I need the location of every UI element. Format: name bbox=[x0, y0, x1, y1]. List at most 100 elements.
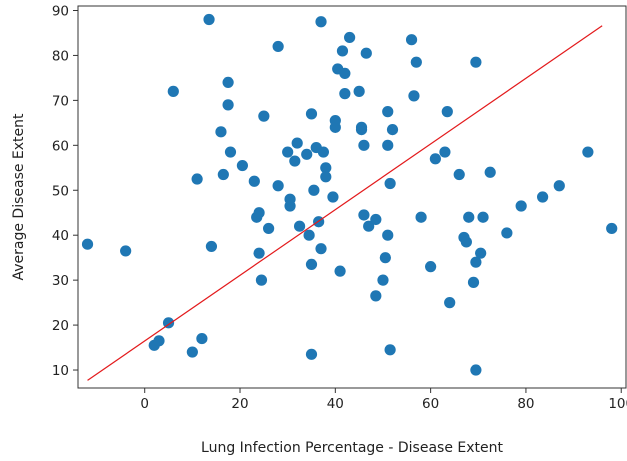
data-point bbox=[186, 346, 198, 358]
data-point bbox=[386, 123, 399, 136]
data-point bbox=[263, 222, 275, 235]
data-point bbox=[308, 184, 320, 196]
data-point bbox=[470, 256, 482, 268]
x-tick-label: 60 bbox=[422, 396, 439, 412]
data-point bbox=[582, 146, 594, 158]
y-tick-label: 50 bbox=[52, 183, 69, 199]
data-point bbox=[606, 222, 618, 235]
data-point bbox=[191, 173, 203, 185]
data-points bbox=[81, 13, 618, 376]
y-tick-label: 80 bbox=[52, 48, 69, 64]
data-point bbox=[360, 47, 372, 59]
y-axis-title: Average Disease Extent bbox=[11, 113, 27, 281]
data-point bbox=[217, 168, 229, 181]
data-point bbox=[248, 175, 260, 187]
data-point bbox=[358, 139, 370, 151]
data-point bbox=[272, 40, 284, 53]
x-axis-title: Lung Infection Percentage - Disease Exte… bbox=[201, 440, 503, 456]
data-point bbox=[272, 180, 284, 192]
data-point bbox=[370, 213, 382, 226]
data-point bbox=[382, 139, 394, 151]
data-point bbox=[477, 211, 489, 223]
y-tick-label: 60 bbox=[52, 138, 69, 154]
data-point bbox=[222, 99, 234, 111]
y-tick-label: 20 bbox=[52, 318, 69, 334]
data-point bbox=[470, 364, 482, 376]
data-point bbox=[203, 13, 215, 26]
x-tick-label: 20 bbox=[231, 396, 248, 412]
data-point bbox=[408, 90, 420, 102]
data-point bbox=[470, 56, 482, 68]
data-point bbox=[303, 229, 315, 241]
data-point bbox=[315, 16, 327, 28]
data-point bbox=[255, 274, 268, 286]
data-point bbox=[167, 85, 179, 97]
data-point bbox=[384, 177, 396, 190]
x-axis: 0 20 40 60 80 100 bbox=[140, 388, 627, 412]
data-point bbox=[379, 252, 391, 264]
data-point bbox=[153, 335, 165, 347]
data-point bbox=[317, 146, 330, 158]
data-point bbox=[320, 171, 332, 183]
data-point bbox=[355, 121, 368, 133]
data-point bbox=[370, 290, 382, 302]
data-point bbox=[301, 148, 313, 160]
data-point bbox=[291, 137, 303, 149]
data-point bbox=[224, 146, 237, 158]
data-point bbox=[415, 211, 427, 223]
data-point bbox=[429, 153, 441, 165]
data-point bbox=[484, 166, 496, 178]
data-point bbox=[282, 146, 294, 158]
data-point bbox=[81, 238, 94, 250]
data-point bbox=[253, 247, 265, 259]
data-point bbox=[162, 317, 175, 329]
data-point bbox=[222, 76, 234, 88]
data-point bbox=[515, 200, 527, 212]
data-point bbox=[444, 297, 456, 309]
data-point bbox=[339, 67, 351, 80]
data-point bbox=[377, 274, 389, 286]
data-point bbox=[339, 88, 351, 100]
data-point bbox=[293, 220, 306, 232]
data-point bbox=[410, 56, 422, 68]
data-point bbox=[382, 106, 394, 118]
data-point bbox=[289, 155, 301, 167]
x-tick-label: 80 bbox=[517, 396, 534, 412]
y-axis: 10 20 30 40 50 60 70 80 90 bbox=[52, 3, 78, 379]
data-point bbox=[439, 146, 451, 158]
data-point bbox=[215, 126, 227, 138]
y-tick-label: 90 bbox=[52, 3, 69, 19]
data-point bbox=[253, 207, 265, 219]
data-point bbox=[329, 115, 341, 127]
data-point bbox=[305, 108, 318, 120]
data-point bbox=[501, 227, 513, 239]
data-point bbox=[425, 261, 437, 273]
data-point bbox=[196, 332, 208, 345]
data-point bbox=[205, 240, 218, 253]
data-point bbox=[382, 229, 394, 241]
data-point bbox=[305, 348, 318, 360]
data-point bbox=[463, 211, 475, 223]
data-point bbox=[467, 276, 480, 288]
data-point bbox=[475, 247, 487, 259]
data-point bbox=[236, 159, 248, 172]
plot-area: 0 20 40 60 80 100 10 20 30 40 50 60 70 80 90 bbox=[52, 3, 627, 412]
data-point bbox=[120, 245, 132, 257]
data-point bbox=[405, 34, 418, 46]
data-point bbox=[537, 191, 549, 203]
data-point bbox=[284, 193, 296, 205]
x-tick-label: 40 bbox=[327, 396, 344, 412]
x-tick-label: 100 bbox=[608, 396, 627, 412]
data-point bbox=[363, 220, 375, 232]
data-point bbox=[344, 31, 356, 44]
data-point bbox=[353, 85, 365, 97]
data-point bbox=[315, 243, 327, 255]
data-point bbox=[334, 265, 346, 277]
data-point bbox=[305, 258, 318, 271]
y-tick-label: 30 bbox=[52, 273, 69, 289]
data-point bbox=[441, 106, 453, 118]
data-point bbox=[258, 110, 270, 122]
data-point bbox=[460, 236, 472, 248]
data-point bbox=[320, 162, 332, 174]
